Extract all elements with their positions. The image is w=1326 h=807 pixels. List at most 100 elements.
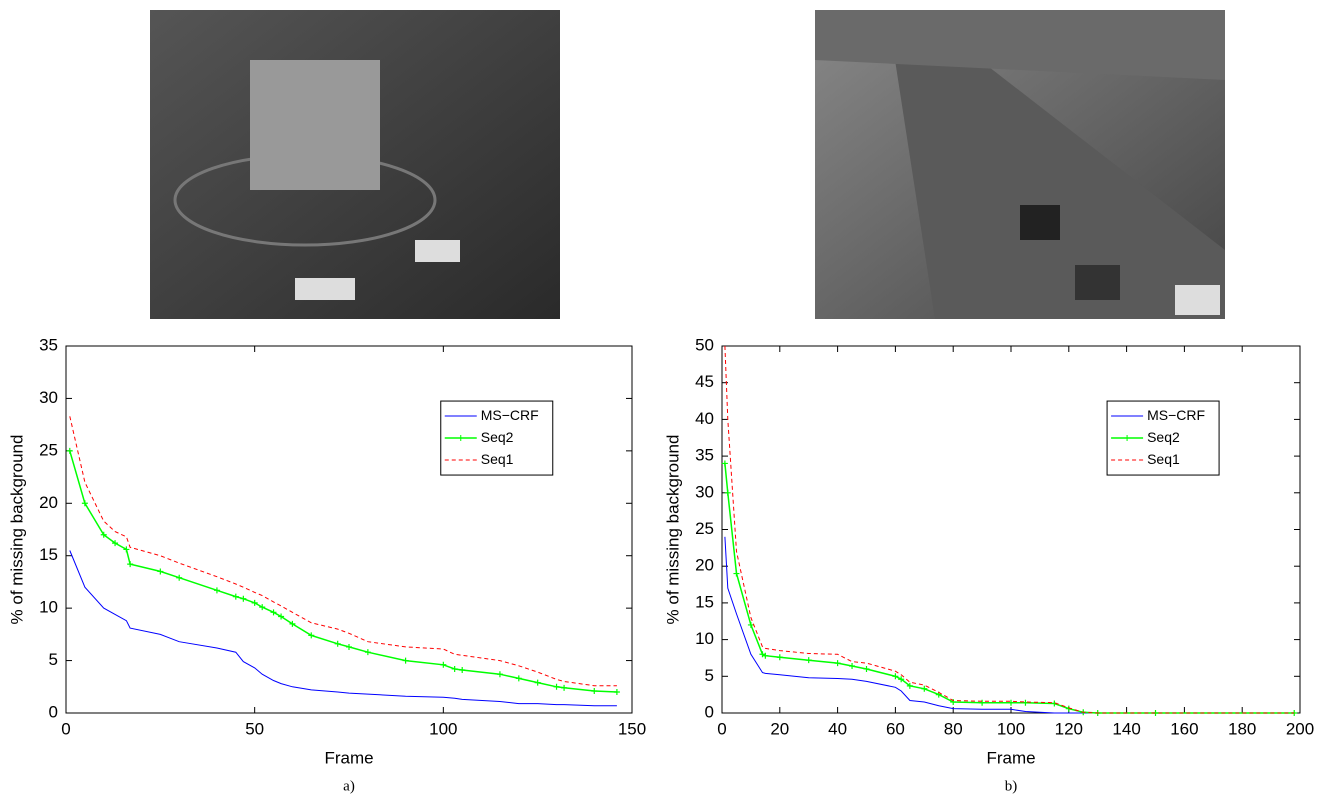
series-line: [69, 550, 617, 707]
legend-label: Seq2: [1147, 429, 1180, 445]
point-marker: [232, 593, 239, 600]
x-axis-label: Frame: [324, 748, 373, 767]
y-tick-label: 0: [705, 702, 714, 721]
photo-highway: [815, 10, 1225, 319]
point-marker: [346, 643, 352, 650]
y-tick-label: 20: [695, 556, 714, 575]
point-marker: [906, 682, 913, 689]
x-tick-label: 50: [245, 719, 264, 738]
point-marker: [81, 500, 88, 507]
caption: a): [343, 778, 355, 794]
point-marker: [762, 652, 769, 659]
y-tick-label: 20: [39, 493, 58, 512]
legend-marker: [1124, 435, 1131, 442]
y-tick-label: 45: [695, 372, 714, 391]
point-marker: [251, 599, 258, 606]
point-marker: [334, 640, 341, 647]
point-marker: [721, 460, 728, 467]
point-marker: [613, 689, 620, 696]
y-tick-label: 50: [695, 335, 714, 354]
y-tick-label: 15: [695, 592, 714, 611]
x-tick-label: 180: [1228, 719, 1256, 738]
point-marker: [459, 667, 466, 674]
point-marker: [849, 663, 856, 670]
point-marker: [591, 687, 598, 694]
x-tick-label: 140: [1112, 719, 1140, 738]
legend-label: Seq2: [481, 429, 514, 445]
x-tick-label: 100: [429, 719, 457, 738]
x-tick-label: 40: [828, 719, 847, 738]
x-axis-label: Frame: [986, 748, 1035, 767]
point-marker: [127, 561, 134, 568]
y-tick-label: 30: [39, 388, 58, 407]
y-tick-label: 10: [39, 598, 58, 617]
y-tick-label: 35: [695, 446, 714, 465]
point-marker: [451, 665, 458, 672]
point-marker: [898, 676, 905, 683]
legend-marker: [457, 435, 464, 442]
y-tick-label: 5: [705, 666, 714, 685]
point-marker: [921, 685, 928, 692]
point-marker: [724, 489, 731, 496]
legend-label: MS−CRF: [1147, 407, 1205, 423]
x-tick-label: 120: [1055, 719, 1083, 738]
point-marker: [66, 447, 73, 454]
point-marker: [1008, 699, 1014, 706]
x-tick-label: 0: [717, 719, 726, 738]
y-tick-label: 0: [49, 702, 58, 721]
y-tick-label: 40: [695, 409, 714, 428]
x-tick-label: 160: [1170, 719, 1198, 738]
legend: MS−CRF Seq2 Seq1: [1106, 400, 1220, 476]
photo-square: [150, 10, 560, 319]
y-tick-label: 35: [39, 335, 58, 354]
point-marker: [270, 609, 277, 616]
point-marker: [289, 620, 296, 627]
point-marker: [364, 649, 371, 656]
point-marker: [308, 632, 315, 639]
point-marker: [123, 546, 130, 553]
point-marker: [100, 531, 107, 538]
legend-label: Seq1: [1147, 451, 1180, 467]
y-tick-label: 10: [695, 629, 714, 648]
point-marker: [534, 679, 541, 686]
legend-label: Seq1: [481, 451, 514, 467]
x-tick-label: 0: [61, 719, 70, 738]
x-tick-label: 20: [770, 719, 789, 738]
x-tick-label: 60: [886, 719, 905, 738]
y-tick-label: 30: [695, 482, 714, 501]
point-marker: [805, 657, 812, 664]
point-marker: [278, 613, 285, 620]
point-marker: [515, 675, 522, 682]
y-tick-label: 5: [49, 650, 58, 669]
point-marker: [979, 699, 986, 706]
caption: b): [1005, 778, 1018, 794]
point-marker: [747, 621, 754, 628]
point-marker: [402, 657, 409, 664]
x-tick-label: 200: [1286, 719, 1314, 738]
point-marker: [157, 568, 164, 575]
point-marker: [553, 683, 560, 690]
point-marker: [496, 671, 503, 678]
legend-label: MS−CRF: [481, 407, 539, 423]
point-marker: [733, 570, 740, 577]
y-axis-label: % of missing background: [663, 435, 682, 625]
x-tick-label: 80: [944, 719, 963, 738]
y-tick-label: 15: [39, 545, 58, 564]
x-tick-label: 150: [618, 719, 646, 738]
y-axis-label: % of missing background: [7, 435, 26, 625]
point-marker: [863, 665, 870, 672]
x-tick-label: 100: [997, 719, 1025, 738]
point-marker: [561, 684, 568, 691]
point-marker: [834, 660, 841, 667]
point-marker: [176, 574, 183, 581]
point-marker: [776, 654, 783, 661]
point-marker: [112, 540, 119, 547]
legend: MS−CRF Seq2 Seq1: [440, 400, 554, 476]
series-line: [724, 536, 1295, 714]
point-marker: [213, 587, 220, 594]
series-line: [69, 416, 617, 687]
y-tick-label: 25: [39, 440, 58, 459]
point-marker: [259, 604, 266, 611]
point-marker: [440, 661, 447, 668]
